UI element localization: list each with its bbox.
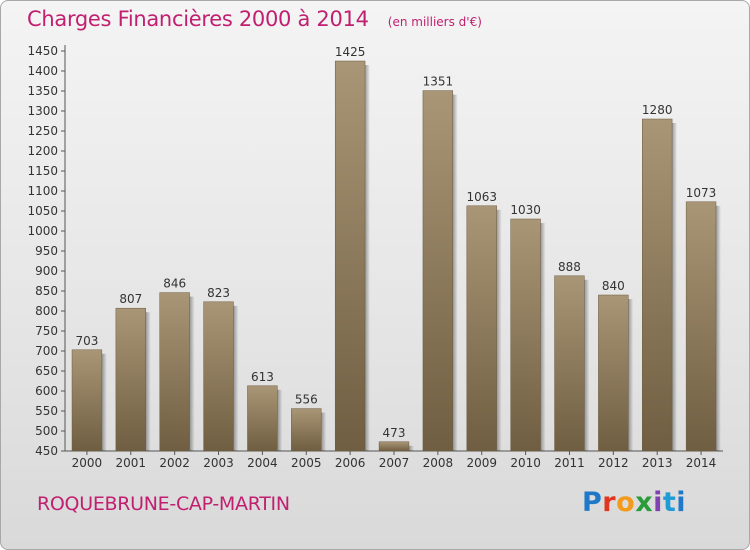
bar-2006 <box>334 60 366 452</box>
bar-2014 <box>685 201 717 452</box>
y-tick-label: 1150 <box>27 164 58 178</box>
logo-letter: P <box>582 487 603 518</box>
y-tick-label: 600 <box>35 384 58 398</box>
data-label-2001: 807 <box>119 292 142 306</box>
data-labels: 703 807 846 823 613 556 1425 473 1351 1063 1030 888… <box>75 45 716 440</box>
y-tick-label: 1350 <box>27 84 58 98</box>
bar-shadow <box>365 65 371 451</box>
chart-subtitle: (en milliers d'€) <box>387 15 482 29</box>
x-tick-label: 2004 <box>247 456 278 470</box>
y-tick-label: 900 <box>35 264 58 278</box>
bar-2007 <box>378 441 410 452</box>
bar-2003 <box>203 301 234 452</box>
x-tick-label: 2001 <box>116 456 147 470</box>
data-label-2008: 1351 <box>423 75 454 89</box>
logo-letter: i <box>653 487 663 518</box>
x-tick-label: 2013 <box>642 456 673 470</box>
data-label-2014: 1073 <box>686 186 717 200</box>
bar-2000 <box>71 349 103 452</box>
data-label-2003: 823 <box>207 286 230 300</box>
data-label-2007: 473 <box>383 426 406 440</box>
x-tick-label: 2011 <box>554 456 585 470</box>
data-label-2012: 840 <box>602 279 625 293</box>
bar-2011 <box>554 275 585 452</box>
logo-letter: r <box>602 487 617 518</box>
bar-2009 <box>466 205 497 452</box>
bar-shadow <box>715 205 721 451</box>
logo-letter: i <box>676 487 687 518</box>
bar-2001 <box>115 307 146 452</box>
y-tick-label: 850 <box>35 284 58 298</box>
x-tick-label: 2003 <box>203 456 234 470</box>
bar-2004 <box>247 385 278 452</box>
bar-2005 <box>291 408 322 452</box>
x-axis: 2000 2001 2002 2003 2004 2005 2006 2007 2008 2009… <box>65 450 723 470</box>
city-name: ROQUEBRUNE-CAP-MARTIN <box>37 493 290 515</box>
bar-shadow <box>101 353 107 451</box>
data-label-2010: 1030 <box>510 203 541 217</box>
x-tick-label: 2009 <box>466 456 497 470</box>
y-tick-label: 1450 <box>27 44 58 58</box>
chart-title: Charges Financières 2000 à 2014 <box>27 7 369 31</box>
title-line: Charges Financières 2000 à 2014 (en mill… <box>27 7 482 31</box>
proxiti-logo[interactable]: Proxiti <box>582 487 686 518</box>
data-label-2005: 556 <box>295 393 318 407</box>
x-tick-label: 2006 <box>335 456 366 470</box>
y-tick-label: 950 <box>35 244 58 258</box>
bar-shadow <box>496 209 502 451</box>
y-tick-label: 1200 <box>27 144 58 158</box>
x-tick-label: 2002 <box>159 456 190 470</box>
x-tick-label: 2012 <box>598 456 629 470</box>
y-tick-label: 550 <box>35 404 58 418</box>
bar-2012 <box>598 294 629 452</box>
bar-shadow <box>408 445 414 451</box>
bar-shadow <box>145 312 151 451</box>
logo-letter: x <box>635 487 654 518</box>
y-axis: 450 500 550 600 650 700 750 800 850 900 950 1000 105… <box>27 44 66 458</box>
data-label-2009: 1063 <box>466 190 497 204</box>
y-tick-label: 1100 <box>27 184 58 198</box>
data-label-2002: 846 <box>163 277 186 291</box>
y-tick-label: 1250 <box>27 124 58 138</box>
y-tick-label: 450 <box>35 444 58 458</box>
data-label-2006: 1425 <box>335 45 366 59</box>
data-label-2000: 703 <box>75 334 98 348</box>
y-tick-label: 800 <box>35 304 58 318</box>
x-tick-label: 2008 <box>423 456 454 470</box>
x-tick-label: 2007 <box>379 456 410 470</box>
bar-shadow <box>189 296 195 451</box>
y-tick-label: 1000 <box>27 224 58 238</box>
y-tick-label: 500 <box>35 424 58 438</box>
logo-letter: t <box>662 487 677 518</box>
logo-letter: o <box>616 487 636 518</box>
data-label-2013: 1280 <box>642 103 673 117</box>
data-label-2004: 613 <box>251 370 274 384</box>
bar-shadow <box>452 94 458 451</box>
x-tick-label: 2014 <box>686 456 717 470</box>
bar-2008 <box>422 90 454 452</box>
data-label-2011: 888 <box>558 260 581 274</box>
bar-shadow <box>540 223 546 451</box>
y-tick-label: 1300 <box>27 104 58 118</box>
bar-2010 <box>510 218 541 452</box>
x-tick-label: 2000 <box>72 456 103 470</box>
y-tick-label: 1400 <box>27 64 58 78</box>
bars <box>71 60 721 452</box>
y-tick-label: 1050 <box>27 204 58 218</box>
y-tick-label: 650 <box>35 364 58 378</box>
y-tick-label: 700 <box>35 344 58 358</box>
bar-2013 <box>642 118 673 452</box>
y-tick-label: 750 <box>35 324 58 338</box>
bar-shadow <box>584 279 590 451</box>
bar-shadow <box>672 123 678 451</box>
bar-shadow <box>277 389 283 451</box>
x-tick-label: 2005 <box>291 456 322 470</box>
bar-2002 <box>159 292 190 452</box>
bar-shadow <box>233 305 239 451</box>
bar-shadow <box>321 412 327 451</box>
bar-shadow <box>628 299 634 451</box>
x-tick-label: 2010 <box>510 456 541 470</box>
